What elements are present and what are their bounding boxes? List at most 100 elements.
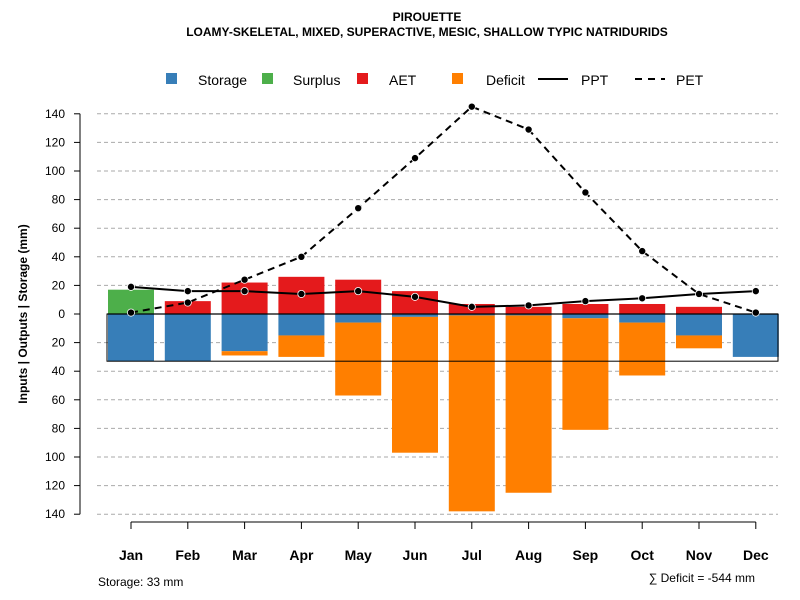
aet-bar xyxy=(676,306,722,314)
x-tick-label: Apr xyxy=(289,547,314,563)
pet-point xyxy=(751,308,760,317)
y-tick-label: 80 xyxy=(52,193,66,207)
legend-key-deficit xyxy=(452,73,463,84)
ppt-point xyxy=(524,301,533,310)
x-tick-label: Sep xyxy=(573,547,599,563)
legend-label-pet: PET xyxy=(676,72,704,88)
ppt-point xyxy=(638,294,647,303)
y-tick-label: 140 xyxy=(45,507,65,521)
pet-point xyxy=(183,298,192,307)
x-tick-label: Jan xyxy=(119,547,143,563)
pet-point xyxy=(467,102,476,111)
ppt-point xyxy=(354,287,363,296)
y-tick-label: 140 xyxy=(45,107,65,121)
storage-note: Storage: 33 mm xyxy=(98,575,183,589)
legend-label-storage: Storage xyxy=(198,72,247,88)
chart-subtitle: LOAMY-SKELETAL, MIXED, SUPERACTIVE, MESI… xyxy=(186,25,668,39)
x-tick-label: Mar xyxy=(232,547,257,563)
deficit-note: ∑ Deficit = -544 mm xyxy=(649,571,755,585)
pet-point xyxy=(127,308,136,317)
deficit-bar xyxy=(619,322,666,376)
pet-point xyxy=(354,204,363,213)
aet-bar xyxy=(619,303,666,314)
storage-bar xyxy=(505,314,552,316)
y-tick-label: 40 xyxy=(52,364,66,378)
x-tick-label: Nov xyxy=(686,547,713,563)
y-tick-label: 100 xyxy=(45,450,65,464)
storage-bar xyxy=(108,314,154,362)
ppt-point xyxy=(127,282,136,291)
storage-bar xyxy=(392,314,438,317)
deficit-bar xyxy=(335,322,382,396)
aet-bar xyxy=(505,306,552,314)
x-tick-label: May xyxy=(345,547,372,563)
y-tick-label: 120 xyxy=(45,479,65,493)
deficit-bar xyxy=(448,315,495,512)
ppt-point xyxy=(695,289,704,298)
deficit-bar xyxy=(505,315,552,493)
pet-point xyxy=(410,154,419,163)
ppt-point xyxy=(467,302,476,311)
ppt-point xyxy=(751,287,760,296)
y-tick-label: 20 xyxy=(52,336,66,350)
legend-label-aet: AET xyxy=(389,72,417,88)
ppt-point xyxy=(297,289,306,298)
x-tick-label: Jun xyxy=(403,547,428,563)
x-tick-label: Oct xyxy=(631,547,655,563)
pet-point xyxy=(524,125,533,134)
deficit-bar xyxy=(562,318,609,430)
legend: Storage Surplus AET Deficit PPT PET xyxy=(166,72,704,88)
storage-bar xyxy=(221,314,268,352)
storage-bar xyxy=(732,314,779,357)
y-tick-label: 40 xyxy=(52,250,66,264)
pet-point xyxy=(581,188,590,197)
y-tick-label: 60 xyxy=(52,221,66,235)
x-tick-label: Jul xyxy=(462,547,482,563)
legend-label-ppt: PPT xyxy=(581,72,609,88)
y-tick-label: 80 xyxy=(52,421,66,435)
storage-bar xyxy=(619,314,666,323)
gridlines xyxy=(97,113,778,515)
ppt-point xyxy=(240,287,249,296)
aet-bar xyxy=(562,303,609,314)
y-tick-label: 60 xyxy=(52,393,66,407)
storage-bar xyxy=(164,314,211,362)
x-tick-label: Feb xyxy=(175,547,200,563)
deficit-bar xyxy=(221,351,268,356)
ppt-point xyxy=(183,287,192,296)
storage-bar xyxy=(278,314,325,336)
ppt-point xyxy=(581,297,590,306)
bars xyxy=(106,276,779,512)
storage-bar xyxy=(335,314,382,323)
legend-key-surplus xyxy=(262,73,273,84)
y-axis-label: Inputs | Outputs | Storage (mm) xyxy=(16,224,30,403)
storage-bar xyxy=(676,314,722,336)
pet-point xyxy=(240,275,249,284)
y-tick-label: 120 xyxy=(45,135,65,149)
legend-key-storage xyxy=(166,73,177,84)
pet-point xyxy=(638,247,647,256)
deficit-bar xyxy=(278,335,325,357)
deficit-bar xyxy=(676,335,722,349)
storage-bar xyxy=(448,314,495,316)
legend-label-surplus: Surplus xyxy=(293,72,340,88)
ppt-line xyxy=(130,285,756,308)
axes: 140 120 100 80 60 40 20 0 20 40 60 80 100 120 140 Jan Fe… xyxy=(45,107,769,563)
deficit-bar xyxy=(392,316,438,453)
legend-key-aet xyxy=(357,73,368,84)
series-lines xyxy=(127,102,760,317)
x-tick-label: Aug xyxy=(515,547,542,563)
y-tick-label: 0 xyxy=(58,307,65,321)
x-tick-label: Dec xyxy=(743,547,769,563)
aet-bar xyxy=(335,279,382,314)
pet-point xyxy=(297,252,306,261)
chart-title: PIROUETTE xyxy=(393,10,462,24)
y-tick-label: 20 xyxy=(52,278,66,292)
legend-label-deficit: Deficit xyxy=(486,72,525,88)
aet-bar xyxy=(164,301,211,314)
aet-bar xyxy=(392,291,438,314)
storage-bar xyxy=(562,314,609,319)
pet-line xyxy=(130,105,757,314)
ppt-point xyxy=(410,292,419,301)
